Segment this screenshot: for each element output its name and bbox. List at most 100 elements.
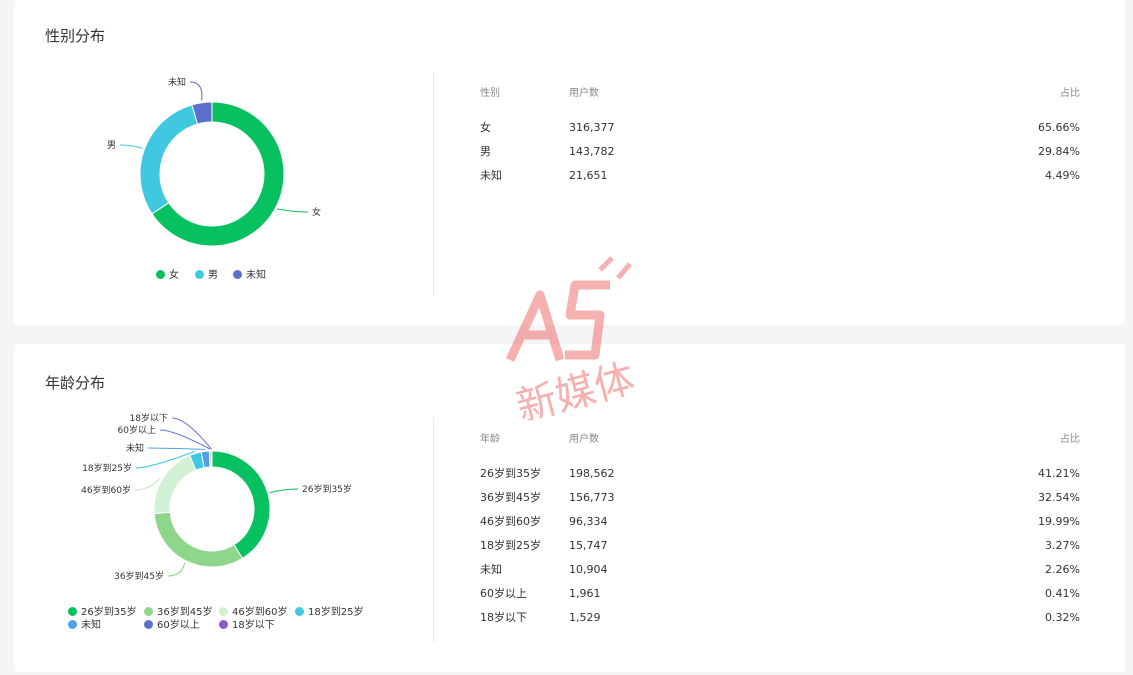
donut-slice[interactable] bbox=[153, 511, 244, 568]
label-leader-line bbox=[269, 488, 299, 494]
table-row: 36岁到45岁 156,773 32.54% bbox=[480, 486, 1080, 510]
label-leader-line bbox=[167, 562, 186, 577]
legend-item[interactable]: 未知 bbox=[68, 616, 101, 631]
table-cell: 60岁以上 bbox=[480, 587, 527, 600]
table-cell: 未知 bbox=[480, 563, 502, 576]
legend-item[interactable]: 女 bbox=[156, 266, 179, 281]
legend-label: 46岁到60岁 bbox=[232, 607, 288, 618]
label-leader-line bbox=[277, 208, 309, 213]
legend-dot-icon bbox=[68, 620, 77, 629]
donut-slice[interactable] bbox=[151, 101, 285, 247]
legend-dot-icon bbox=[233, 270, 242, 279]
table-cell: 65.66% bbox=[1038, 121, 1080, 134]
legend-dot-icon bbox=[295, 607, 304, 616]
table-cell: 41.21% bbox=[1038, 467, 1080, 480]
table-row: 未知 21,651 4.49% bbox=[480, 164, 1080, 188]
age-card: 年龄分布 26岁到35岁 36岁到45岁 46岁到60岁 18岁到25岁 未知 60岁以上… bbox=[14, 344, 1125, 672]
slice-label: 未知 bbox=[168, 76, 186, 88]
legend-dot-icon bbox=[144, 607, 153, 616]
table-row: 18岁到25岁 15,747 3.27% bbox=[480, 534, 1080, 558]
table-cell: 26岁到35岁 bbox=[480, 467, 541, 480]
legend-dot-icon bbox=[144, 620, 153, 629]
table-cell: 29.84% bbox=[1038, 145, 1080, 158]
legend-item[interactable]: 未知 bbox=[233, 266, 266, 281]
divider bbox=[433, 72, 434, 296]
table-cell: 2.26% bbox=[1045, 563, 1080, 576]
legend-label: 18岁以下 bbox=[232, 620, 275, 631]
label-leader-line bbox=[189, 81, 203, 101]
age-table: 年龄 用户数 占比 26岁到35岁 198,562 41.21% 36岁到45岁 156,77… bbox=[480, 428, 1080, 630]
legend-item[interactable]: 男 bbox=[195, 266, 218, 281]
legend-label: 26岁到35岁 bbox=[81, 607, 137, 618]
donut-slice[interactable] bbox=[210, 450, 213, 468]
table-row: 46岁到60岁 96,334 19.99% bbox=[480, 510, 1080, 534]
table-cell: 46岁到60岁 bbox=[480, 515, 541, 528]
legend-item[interactable]: 60岁以上 bbox=[144, 616, 200, 631]
legend-dot-icon bbox=[68, 607, 77, 616]
table-cell: 0.32% bbox=[1045, 611, 1080, 624]
table-cell: 10,904 bbox=[569, 563, 608, 576]
table-cell: 32.54% bbox=[1038, 491, 1080, 504]
gender-card: 性别分布 女男未知 女男未知 性别 用户数 占比女 316,377 65.66% 男 143… bbox=[14, 0, 1125, 325]
legend-dot-icon bbox=[219, 607, 228, 616]
table-row: 60岁以上 1,961 0.41% bbox=[480, 582, 1080, 606]
donut-slice[interactable] bbox=[211, 450, 271, 560]
donut-slice[interactable] bbox=[139, 104, 199, 215]
donut-slice[interactable] bbox=[191, 101, 213, 125]
legend-dot-icon bbox=[195, 270, 204, 279]
table-cell: 18岁到25岁 bbox=[480, 539, 541, 552]
label-leader-line bbox=[159, 429, 211, 450]
legend-label: 未知 bbox=[246, 270, 266, 281]
column-header: 用户数 bbox=[569, 434, 599, 445]
legend-item[interactable]: 18岁到25岁 bbox=[295, 603, 363, 618]
column-header: 用户数 bbox=[569, 88, 599, 99]
table-cell: 21,651 bbox=[569, 169, 608, 182]
table-row: 未知 10,904 2.26% bbox=[480, 558, 1080, 582]
table-cell: 36岁到45岁 bbox=[480, 491, 541, 504]
legend-dot-icon bbox=[219, 620, 228, 629]
age-title: 年龄分布 bbox=[45, 374, 106, 392]
gender-donut-chart: 女 男 未知 bbox=[107, 76, 321, 247]
legend-label: 60岁以上 bbox=[157, 620, 200, 631]
label-leader-line bbox=[147, 447, 206, 450]
gender-title: 性别分布 bbox=[45, 27, 106, 45]
table-cell: 15,747 bbox=[569, 539, 608, 552]
label-leader-line bbox=[119, 144, 143, 150]
table-row: 18岁以下 1,529 0.32% bbox=[480, 606, 1080, 630]
table-cell: 96,334 bbox=[569, 515, 608, 528]
gender-table: 性别 用户数 占比女 316,377 65.66% 男 143,782 29.84% 未知 21,… bbox=[480, 82, 1080, 188]
svg-text:新媒体: 新媒体 bbox=[512, 355, 640, 420]
table-cell: 0.41% bbox=[1045, 587, 1080, 600]
table-row: 女 316,377 65.66% bbox=[480, 116, 1080, 140]
column-header: 占比 bbox=[1060, 434, 1080, 445]
table-cell: 男 bbox=[480, 145, 491, 158]
table-cell: 18岁以下 bbox=[480, 611, 527, 624]
slice-label: 女 bbox=[312, 206, 321, 218]
legend-label: 36岁到45岁 bbox=[157, 607, 213, 618]
legend-item[interactable]: 18岁以下 bbox=[219, 616, 275, 631]
table-cell: 未知 bbox=[480, 169, 502, 182]
column-header: 占比 bbox=[1060, 88, 1080, 99]
legend-item[interactable]: 46岁到60岁 bbox=[219, 603, 287, 618]
table-cell: 4.49% bbox=[1045, 169, 1080, 182]
table-cell: 3.27% bbox=[1045, 539, 1080, 552]
slice-label: 18岁到25岁 bbox=[82, 462, 132, 474]
slice-label: 男 bbox=[107, 140, 116, 151]
legend-label: 女 bbox=[169, 270, 179, 281]
watermark-logo: 新媒体 bbox=[505, 256, 640, 420]
table-header: 年龄 用户数 占比 bbox=[480, 428, 1080, 458]
legend-item[interactable]: 26岁到35岁 bbox=[68, 603, 136, 618]
slice-label: 60岁以上 bbox=[118, 424, 156, 436]
table-cell: 1,961 bbox=[569, 587, 601, 600]
slice-label: 18岁以下 bbox=[130, 412, 168, 424]
donut-slice[interactable] bbox=[153, 454, 197, 515]
label-leader-line bbox=[134, 477, 162, 491]
table-cell: 143,782 bbox=[569, 145, 615, 158]
legend-label: 男 bbox=[208, 270, 218, 281]
legend-label: 未知 bbox=[81, 620, 101, 631]
legend-item[interactable]: 36岁到45岁 bbox=[144, 603, 212, 618]
table-cell: 女 bbox=[480, 121, 491, 134]
table-cell: 316,377 bbox=[569, 121, 615, 134]
slice-label: 26岁到35岁 bbox=[302, 483, 352, 495]
